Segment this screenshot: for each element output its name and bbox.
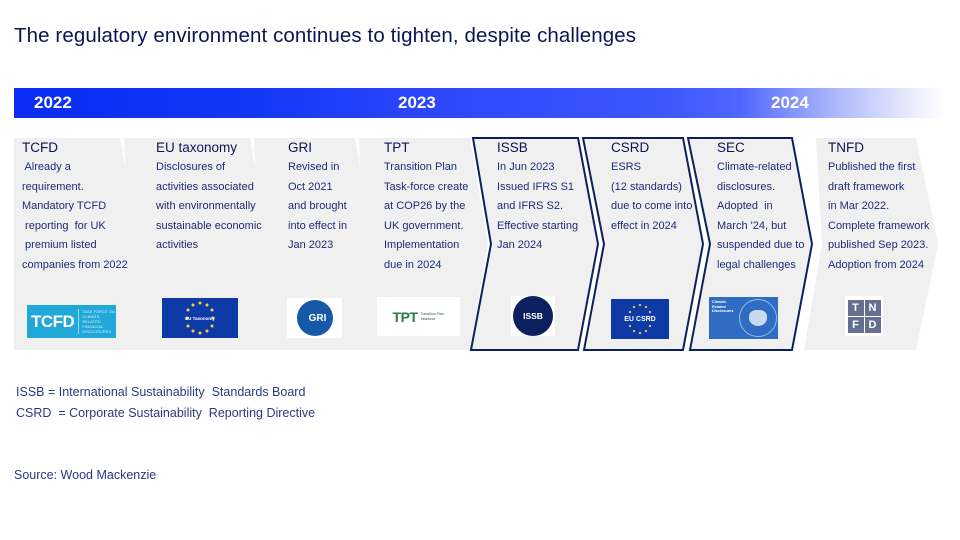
framework-name: TCFD — [22, 140, 58, 155]
framework-name: CSRD — [611, 140, 650, 155]
framework-description: Disclosures of activities associated wit… — [156, 161, 262, 252]
framework-description: Transition Plan Task-force create at COP… — [384, 161, 469, 271]
framework-description: In Jun 2023 Issued IFRS S1 and IFRS S2. … — [497, 161, 579, 252]
chevron-eu-taxonomy — [110, 138, 268, 350]
framework-description: Already a requirement. Mandatory TCFD re… — [22, 161, 128, 271]
framework-card-tnfd: TNFD Published the first draft framework… — [828, 140, 929, 276]
eu-csrd-logo: EU CSRD — [611, 299, 669, 339]
gri-logo: GRI — [287, 298, 342, 338]
tnfd-logo: T N F D — [845, 296, 883, 336]
chevron-csrd — [581, 137, 705, 351]
framework-card-issb: ISSB In Jun 2023 Issued IFRS S1 and IFRS… — [497, 140, 578, 256]
note-issb: ISSB = International Sustainability Stan… — [16, 385, 306, 399]
note-csrd: CSRD = Corporate Sustainability Reportin… — [16, 406, 316, 420]
eu-stars-icon — [185, 301, 215, 335]
framework-card-csrd: CSRD ESRS (12 standards) due to come int… — [611, 140, 692, 236]
framework-card-eu-taxonomy: EU taxonomy Disclosures of activities as… — [156, 140, 262, 256]
source-note: Source: Wood Mackenzie — [14, 468, 157, 482]
framework-name: ISSB — [497, 140, 528, 155]
framework-description: Revised in Oct 2021 and brought into eff… — [288, 161, 348, 252]
framework-description: Climate-related disclosures. Adopted in … — [717, 161, 805, 271]
tcfd-logo: TCFD TASK FORCE ON CLIMATE-RELATED FINAN… — [27, 305, 116, 338]
eu-stars-icon — [628, 303, 652, 335]
sec-logo: Climate-Related Disclosures — [709, 297, 778, 339]
timeline-year-bar: 2022 2023 2024 — [14, 88, 944, 118]
framework-name: TNFD — [828, 140, 864, 155]
eu-taxonomy-logo: EU Taxonomy — [162, 298, 238, 338]
chevron-tnfd — [804, 138, 938, 350]
chevron-tcfd — [14, 138, 138, 350]
framework-name: TPT — [384, 140, 410, 155]
year-2022-label: 2022 — [34, 93, 72, 112]
framework-description: ESRS (12 standards) due to come into eff… — [611, 161, 693, 232]
chevron-gri — [242, 138, 373, 350]
framework-name: GRI — [288, 140, 313, 155]
framework-card-sec: SEC Climate-related disclosures. Adopted… — [717, 140, 804, 276]
framework-description: Published the first draft framework in M… — [828, 161, 930, 271]
sec-seal-icon — [739, 299, 777, 337]
abbreviation-notes: ISSB = International Sustainability Stan… — [16, 382, 315, 424]
chevron-issb — [469, 137, 600, 351]
framework-card-gri: GRI Revised in Oct 2021 and brought into… — [288, 140, 347, 256]
framework-card-tcfd: TCFD Already a requirement. Mandatory TC… — [22, 140, 128, 276]
year-2024-label: 2024 — [771, 93, 809, 112]
framework-card-tpt: TPT Transition Plan Task-force create at… — [384, 140, 468, 276]
tpt-logo: TPT Transition Plan Taskforce — [377, 297, 460, 336]
framework-name: SEC — [717, 140, 745, 155]
page-title: The regulatory environment continues to … — [14, 24, 637, 47]
year-2023-label: 2023 — [398, 93, 436, 112]
issb-logo: ISSB — [511, 296, 555, 336]
framework-name: EU taxonomy — [156, 140, 238, 155]
